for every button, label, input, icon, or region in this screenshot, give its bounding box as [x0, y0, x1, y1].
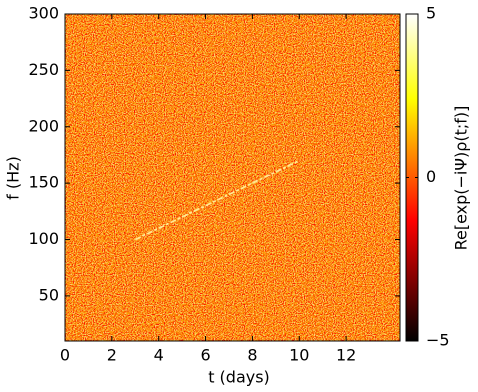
colorbar-tick-label: 0	[426, 167, 436, 186]
x-tick-label: 2	[107, 346, 117, 365]
signal-track	[134, 159, 300, 241]
x-tick-label: 6	[200, 346, 210, 365]
x-tick-label: 4	[154, 346, 164, 365]
y-tick-label: 200	[28, 116, 59, 135]
x-tick-label: 10	[289, 346, 309, 365]
colorbar-tick-label: 5	[426, 4, 436, 23]
y-tick-label: 50	[39, 285, 59, 304]
y-tick-label: 250	[28, 60, 59, 79]
x-tick-label: 8	[247, 346, 257, 365]
heatmap-noise	[65, 14, 400, 341]
y-tick-label: 150	[28, 173, 59, 192]
colorbar-tick-label: −5	[426, 331, 450, 350]
y-tick-label: 300	[28, 4, 59, 23]
x-axis-label: t (days)	[208, 368, 270, 387]
x-tick-label: 12	[336, 346, 356, 365]
x-tick-label: 0	[60, 346, 70, 365]
y-tick-label: 100	[28, 229, 59, 248]
colorbar-label: Re[exp(−iΨ)ρ(t;f)]	[452, 106, 471, 251]
plot-frame	[64, 13, 401, 342]
y-axis-label: f (Hz)	[4, 156, 23, 200]
